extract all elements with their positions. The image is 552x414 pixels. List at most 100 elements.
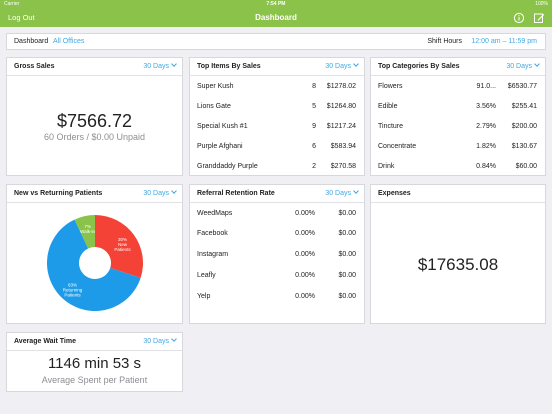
patients-pie-chart: 30% New Patients 63% Returning Patients 7% Walk… [47,215,143,311]
list-item[interactable]: Tincture 2.79% $200.00 [371,123,545,133]
period-selector[interactable]: 30 Days [506,61,540,70]
period-label: 30 Days [143,338,169,345]
office-selector[interactable]: All Offices [53,38,85,45]
pie-slice-walk-in [74,215,95,249]
gross-sales-card: Gross Sales 30 Days $7566.72 60 Orders /… [6,57,183,176]
item-count: 2 [312,163,316,170]
list-item[interactable]: Edible 3.56% $255.41 [371,103,545,113]
card-title: Referral Retention Rate [197,190,275,197]
period-selector[interactable]: 30 Days [325,61,359,70]
list-item[interactable]: WeedMaps 0.00% $0.00 [190,210,364,220]
list-item[interactable]: Lions Gate 5 $1264.80 [190,103,364,113]
card-title: Top Categories By Sales [378,63,460,70]
referral-source: Leafly [197,272,216,279]
wait-time-value: 1146 min 53 s [47,355,142,372]
item-name: Super Kush [197,83,234,90]
carrier-label: Carrier [4,1,20,7]
item-amount: $1278.02 [326,83,356,90]
category-amount: $255.41 [511,103,537,110]
chevron-down-icon [171,188,177,194]
category-percent: 2.79% [476,123,496,130]
list-item[interactable]: Concentrate 1.82% $130.67 [371,143,545,153]
list-item[interactable]: Drink 0.84% $60.00 [371,163,545,173]
item-count: 6 [312,143,316,150]
referral-source: Facebook [197,230,228,237]
referral-percent: 0.00% [295,251,315,258]
expenses-card: Expenses $17635.08 [370,184,546,324]
pie-slice-new-patients [95,215,143,278]
list-item[interactable]: Instagram 0.00% $0.00 [190,251,364,261]
category-amount: $6530.77 [507,83,537,90]
referral-amount: $0.00 [338,293,356,300]
info-icon[interactable] [513,11,525,24]
category-percent: 3.56% [476,103,496,110]
filter-bar: Dashboard All Offices Shift Hours 12:00 … [6,33,546,50]
item-amount: $270.58 [330,163,356,170]
referral-amount: $0.00 [338,251,356,258]
pie-label: 30% New Patients [114,237,131,252]
chevron-down-icon [171,61,177,67]
compose-icon[interactable] [533,11,545,23]
referral-amount: $0.00 [338,272,356,279]
shift-hours-label: Shift Hours [427,38,462,45]
status-bar: Carrier 7:54 PM 100% [0,0,552,8]
period-label: 30 Days [325,63,351,70]
referral-source: WeedMaps [197,210,233,217]
period-label: 30 Days [143,63,169,70]
category-name: Tincture [378,123,404,130]
patients-card: New vs Returning Patients 30 Days 30% New… [6,184,183,324]
category-name: Flowers [378,83,403,90]
item-amount: $1264.80 [326,103,356,110]
pie-label: 63% Returning Patients [63,283,83,298]
top-categories-card: Top Categories By Sales 30 Days Flowers 9… [370,57,546,176]
period-selector[interactable]: 30 Days [143,188,177,197]
period-label: 30 Days [325,190,351,197]
chevron-down-icon [353,61,359,67]
period-selector[interactable]: 30 Days [143,61,177,70]
category-percent: 0.84% [476,163,496,170]
gross-sales-subtitle: 60 Orders / $0.00 Unpaid [43,132,146,142]
category-amount: $60.00 [515,163,537,170]
category-name: Edible [378,103,398,110]
page-title: Dashboard [255,13,297,22]
item-count: 8 [312,83,316,90]
list-item[interactable]: Special Kush #1 9 $1217.24 [190,123,364,133]
pie-label: 7% Walk-in [80,224,95,234]
referral-percent: 0.00% [295,272,315,279]
shift-hours-value[interactable]: 12:00 am – 11:59 pm [471,38,537,45]
card-title: Average Wait Time [14,338,76,345]
list-item[interactable]: Flowers 91.0... $6530.77 [371,83,545,93]
list-item[interactable]: Granddaddy Purple 2 $270.58 [190,163,364,173]
category-name: Concentrate [378,143,417,150]
card-title: Gross Sales [14,63,55,70]
referral-source: Instagram [197,251,229,258]
list-item[interactable]: Yelp 0.00% $0.00 [190,293,364,303]
breadcrumb: Dashboard [14,38,49,45]
list-item[interactable]: Purple Afghani 6 $583.94 [190,143,364,153]
referral-amount: $0.00 [338,230,356,237]
item-count: 9 [312,123,316,130]
category-amount: $130.67 [511,143,537,150]
item-name: Purple Afghani [197,143,243,150]
list-item[interactable]: Facebook 0.00% $0.00 [190,230,364,240]
expenses-value: $17635.08 [417,255,499,274]
category-percent: 1.82% [476,143,496,150]
referral-percent: 0.00% [295,210,315,217]
list-item[interactable]: Leafly 0.00% $0.00 [190,272,364,282]
nav-bar: Log Out Dashboard [0,8,552,27]
period-label: 30 Days [143,190,169,197]
logout-button[interactable]: Log Out [8,13,35,22]
referral-amount: $0.00 [338,210,356,217]
top-items-card: Top Items By Sales 30 Days Super Kush 8 $1… [189,57,365,176]
item-amount: $1217.24 [326,123,356,130]
chevron-down-icon [353,188,359,194]
category-name: Drink [378,163,395,170]
list-item[interactable]: Super Kush 8 $1278.02 [190,83,364,93]
item-count: 5 [312,103,316,110]
wait-time-subtitle: Average Spent per Patient [41,375,148,385]
item-name: Lions Gate [197,103,231,110]
item-name: Granddaddy Purple [197,163,258,170]
period-selector[interactable]: 30 Days [143,336,177,345]
card-title: Expenses [378,190,411,197]
period-selector[interactable]: 30 Days [325,188,359,197]
